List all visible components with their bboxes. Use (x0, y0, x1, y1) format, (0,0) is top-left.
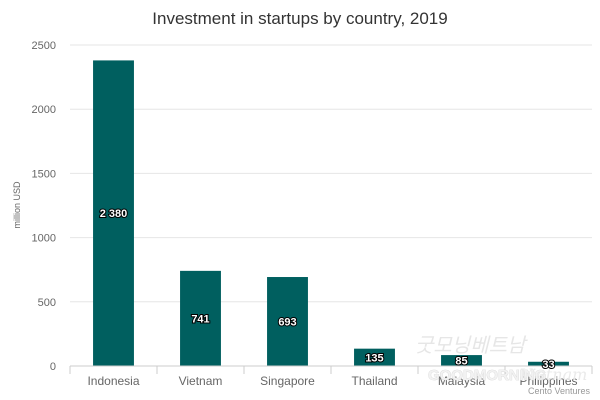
source-credit: Cento Ventures (528, 386, 591, 396)
data-label: 85 (455, 356, 467, 368)
watermark-sub: Vietnam (520, 365, 587, 384)
y-tick-label: 2000 (32, 104, 56, 116)
data-label: 33 (542, 359, 554, 371)
bar-singapore (267, 277, 308, 366)
bars (93, 60, 569, 367)
bar-philippines (528, 361, 569, 366)
data-label: 2 380 (100, 208, 128, 220)
data-label: 693 (278, 317, 296, 329)
watermark-korean: 굿모닝베트남 (415, 333, 528, 357)
bar-malaysia (441, 355, 482, 366)
data-label: 741 (191, 313, 209, 325)
x-tick-label: Vietnam (179, 374, 223, 388)
x-tick-label: Philippines (519, 374, 577, 388)
x-tick-label: Singapore (260, 374, 315, 388)
y-axis-ticks: 0 500 1000 1500 2000 2500 (32, 40, 56, 373)
chart-title: Investment in startups by country, 2019 (152, 9, 447, 28)
x-axis: Indonesia Vietnam Singapore Thailand Malaysi… (69, 365, 593, 388)
bar-vietnam (180, 270, 221, 366)
x-tick-label: Thailand (351, 374, 397, 388)
gridlines (70, 44, 592, 367)
y-tick-label: 0 (50, 361, 56, 373)
data-labels: 2 380 741 693 135 85 33 (99, 207, 556, 372)
x-tick-label: Malaysia (438, 374, 486, 388)
bar-indonesia (93, 60, 134, 367)
data-label: 135 (365, 352, 383, 364)
watermark-text: GOODMORNING (428, 367, 546, 384)
y-tick-label: 1500 (32, 168, 56, 180)
y-tick-label: 500 (38, 297, 56, 309)
watermark: 굿모닝베트남 GOODMORNING Vietnam (415, 333, 587, 384)
y-tick-label: 2500 (32, 40, 56, 52)
y-tick-label: 1000 (32, 233, 56, 245)
x-tick-label: Indonesia (87, 374, 139, 388)
y-axis-label: million USD (12, 181, 22, 229)
bar-thailand (354, 348, 395, 366)
